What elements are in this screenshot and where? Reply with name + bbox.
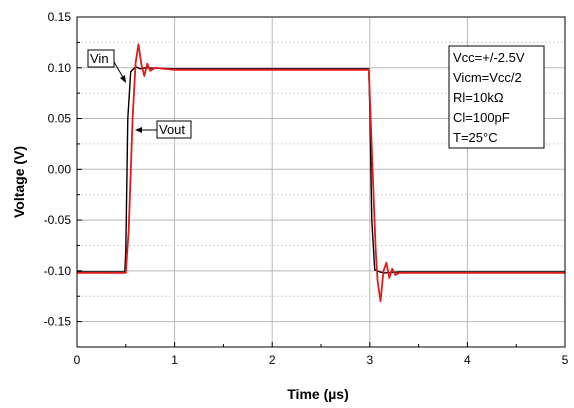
y-axis-title: Voltage (V) <box>11 146 27 218</box>
x-tick-label: 4 <box>464 353 471 367</box>
condition-cl: Cl=100pF <box>453 110 510 125</box>
conditions-box: Vcc=+/-2.5V Vicm=Vcc/2 Rl=10kΩ Cl=100pF … <box>448 45 545 149</box>
x-axis-title: Time (µs) <box>287 386 349 402</box>
y-tick-label: 0.05 <box>48 112 72 126</box>
condition-vcc: Vcc=+/-2.5V <box>453 50 525 65</box>
x-tick-label: 2 <box>269 353 276 367</box>
condition-rl: Rl=10kΩ <box>453 90 504 105</box>
series-layer <box>76 43 566 303</box>
conditions-frame <box>448 45 545 149</box>
y-tick-label: -0.05 <box>44 213 72 227</box>
vin-pointer <box>113 61 125 80</box>
y-tick-label: 0.00 <box>48 162 72 176</box>
y-tick-label: -0.10 <box>44 264 72 278</box>
y-tick-label: -0.15 <box>44 315 72 329</box>
x-tick-label: 1 <box>171 353 178 367</box>
ticks <box>76 16 566 347</box>
y-tick-label: 0.15 <box>48 10 72 24</box>
vin-label: Vin <box>90 51 109 66</box>
condition-vicm: Vicm=Vcc/2 <box>453 70 522 85</box>
tick-labels: 0 1 2 3 4 5 0.15 0.10 0.05 0.00 -0.05 -0.10 -0.15 <box>44 10 569 367</box>
x-tick-label: 0 <box>74 353 81 367</box>
vin-arrowhead <box>120 75 126 83</box>
vout-arrowhead <box>135 127 142 133</box>
y-tick-label: 0.10 <box>48 61 72 75</box>
series-line-vout <box>77 43 565 303</box>
condition-temp: T=25°C <box>453 130 498 145</box>
vout-label: Vout <box>159 122 185 137</box>
vin-label-box <box>87 49 115 68</box>
x-tick-label: 5 <box>562 353 569 367</box>
x-tick-label: 3 <box>366 353 373 367</box>
